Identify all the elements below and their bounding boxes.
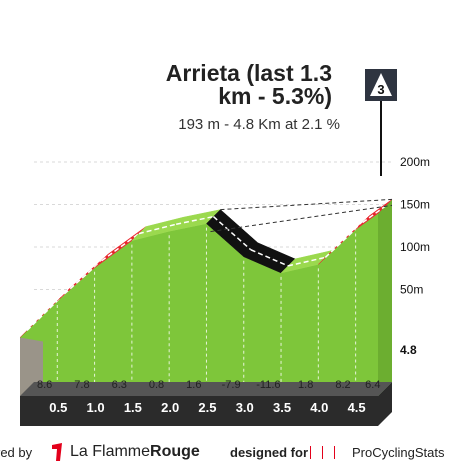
gradient-label: 1.6 (186, 379, 201, 391)
pcs-logo-icon (310, 446, 346, 459)
footer: red by La FlammeRouge designed for ProCy… (0, 437, 455, 468)
gradient-label: -11.6 (256, 379, 280, 391)
procyclingstats-brand[interactable]: ProCyclingStats (352, 445, 445, 460)
elevation-tick-label: 150m (400, 198, 430, 212)
km-label: 3.0 (236, 400, 254, 415)
gradient-label: 6.3 (112, 379, 127, 391)
km-base-strip (20, 382, 392, 426)
brand-a-bold: Rouge (150, 443, 200, 460)
gradient-label: 6.4 (365, 379, 380, 391)
segment-centerline (176, 215, 214, 225)
km-label: 1.0 (87, 400, 105, 415)
profile-side-face (378, 199, 392, 396)
chart-subtitle: 193 m - 4.8 Km at 2.1 % (178, 116, 340, 133)
segment-centerline (362, 205, 386, 224)
trend-line (210, 204, 393, 233)
designed-for-label: designed for (230, 445, 309, 460)
elevation-tick-label: 200m (400, 155, 430, 169)
km-label: 1.5 (124, 400, 142, 415)
climb-category-badge: 3 (365, 69, 397, 176)
average-trend-lines (210, 198, 393, 233)
segment-centerline (324, 222, 364, 258)
segment-centerline (287, 256, 326, 267)
gradient-label: 8.6 (37, 379, 52, 391)
segment-centerline (250, 249, 289, 267)
mountain-icon (370, 73, 392, 96)
elevation-tick-label: 100m (400, 240, 430, 254)
gradient-label: 0.8 (149, 379, 164, 391)
laflammerouge-brand[interactable]: La FlammeRouge (70, 443, 200, 461)
km-label: 3.5 (273, 400, 291, 415)
brand-a-regular: La Flamme (70, 443, 151, 460)
category-number: 3 (377, 82, 384, 97)
gradient-label: 7.8 (74, 379, 89, 391)
powered-by-label: red by (0, 445, 33, 460)
segment-centerline (63, 260, 103, 295)
segment-centerline (138, 223, 177, 235)
elevation-axis: 200m 150m 100m 50m 4.8 (400, 155, 430, 357)
elevation-tick-label: 50m (400, 283, 423, 297)
km-label: 4.5 (348, 400, 366, 415)
flame-logo-icon (52, 443, 62, 461)
profile-segments (19, 199, 393, 338)
segment-labels: 8.6 0.5 7.8 1.0 6.3 1.5 0.8 2.0 1.6 2.5 -7.9 3.0-11… (37, 379, 380, 415)
gradient-label: 1.8 (298, 379, 313, 391)
km-label: 2.0 (161, 400, 179, 415)
gradient-label: -7.9 (222, 379, 241, 391)
trend-line (220, 198, 393, 211)
base-strip (20, 382, 392, 426)
profile-start-wall (20, 337, 43, 396)
profile-body (20, 199, 392, 396)
base-strip-top (20, 382, 392, 396)
km-label: 4.0 (310, 400, 328, 415)
km-label: 0.5 (49, 400, 67, 415)
chart-title-line-2: km - 5.3%) (218, 83, 332, 109)
distance-total-label: 4.8 (400, 343, 417, 357)
chart-title-line-1: Arrieta (last 1.3 (166, 60, 332, 86)
gradient-label: 8.2 (335, 379, 350, 391)
segment-centerline (212, 216, 252, 251)
km-label: 2.5 (198, 400, 216, 415)
profile-front-face (20, 213, 378, 396)
